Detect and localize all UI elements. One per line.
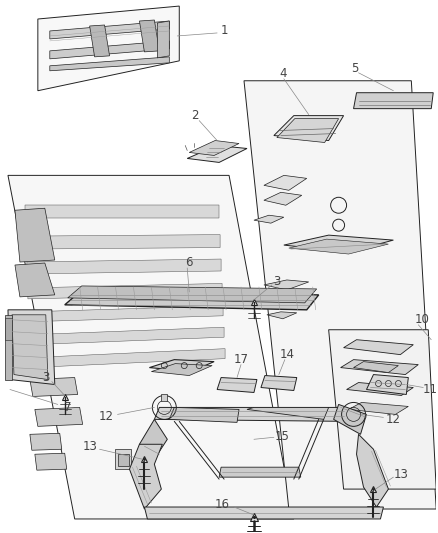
Polygon shape (145, 507, 383, 519)
Polygon shape (261, 376, 297, 391)
Polygon shape (130, 445, 162, 509)
Polygon shape (289, 239, 389, 254)
Text: 6: 6 (185, 255, 193, 269)
Polygon shape (264, 296, 304, 306)
Polygon shape (353, 93, 433, 109)
Polygon shape (35, 407, 83, 426)
Polygon shape (244, 81, 436, 509)
Polygon shape (65, 292, 319, 310)
Polygon shape (117, 454, 130, 466)
Polygon shape (367, 375, 408, 394)
Polygon shape (30, 327, 224, 345)
Polygon shape (353, 361, 399, 373)
Polygon shape (219, 467, 301, 477)
Polygon shape (50, 41, 170, 59)
Polygon shape (15, 263, 55, 297)
Polygon shape (284, 235, 393, 252)
Polygon shape (161, 394, 167, 401)
Polygon shape (189, 141, 239, 156)
Polygon shape (328, 330, 436, 489)
Text: 1: 1 (220, 25, 228, 37)
Polygon shape (50, 57, 170, 71)
Polygon shape (5, 318, 12, 340)
Polygon shape (8, 310, 55, 384)
Text: 3: 3 (42, 371, 49, 384)
Polygon shape (139, 20, 159, 52)
Polygon shape (264, 192, 302, 205)
Polygon shape (27, 259, 221, 274)
Text: 13: 13 (394, 467, 409, 481)
Polygon shape (149, 360, 214, 372)
Text: 16: 16 (215, 497, 230, 511)
Text: 15: 15 (275, 430, 289, 443)
Polygon shape (28, 284, 222, 299)
Text: 7: 7 (64, 401, 71, 414)
Polygon shape (30, 377, 78, 397)
Polygon shape (31, 349, 225, 368)
Polygon shape (30, 433, 62, 450)
Polygon shape (157, 21, 170, 58)
Polygon shape (15, 208, 55, 262)
Polygon shape (12, 315, 48, 379)
Polygon shape (50, 21, 170, 39)
Polygon shape (25, 205, 219, 218)
Polygon shape (264, 280, 309, 290)
Text: 12: 12 (99, 410, 114, 423)
Polygon shape (357, 434, 389, 507)
Polygon shape (187, 146, 247, 163)
Polygon shape (346, 383, 413, 395)
Polygon shape (349, 402, 408, 414)
Polygon shape (35, 453, 67, 470)
Polygon shape (267, 312, 297, 319)
Polygon shape (334, 405, 367, 434)
Polygon shape (217, 377, 257, 392)
Polygon shape (5, 315, 12, 379)
Text: 10: 10 (415, 313, 430, 326)
Text: 5: 5 (351, 62, 358, 75)
Polygon shape (274, 116, 343, 141)
Text: 14: 14 (279, 348, 294, 361)
Polygon shape (26, 235, 220, 249)
Polygon shape (152, 364, 212, 376)
Polygon shape (264, 175, 307, 190)
Text: 11: 11 (423, 383, 438, 396)
Polygon shape (247, 407, 328, 419)
Text: 3: 3 (273, 276, 281, 288)
Polygon shape (277, 119, 339, 142)
Polygon shape (343, 340, 413, 354)
Polygon shape (154, 407, 346, 422)
Polygon shape (68, 286, 317, 303)
Polygon shape (8, 175, 294, 519)
Text: 4: 4 (279, 67, 286, 80)
Polygon shape (38, 6, 179, 91)
Polygon shape (139, 419, 167, 459)
Text: 17: 17 (233, 353, 248, 366)
Text: 13: 13 (82, 440, 97, 453)
Text: 2: 2 (191, 109, 199, 122)
Polygon shape (90, 25, 110, 57)
Polygon shape (341, 360, 418, 375)
Polygon shape (254, 215, 284, 223)
Text: 12: 12 (386, 413, 401, 426)
Polygon shape (29, 306, 223, 322)
Polygon shape (114, 449, 131, 469)
Polygon shape (170, 407, 239, 422)
